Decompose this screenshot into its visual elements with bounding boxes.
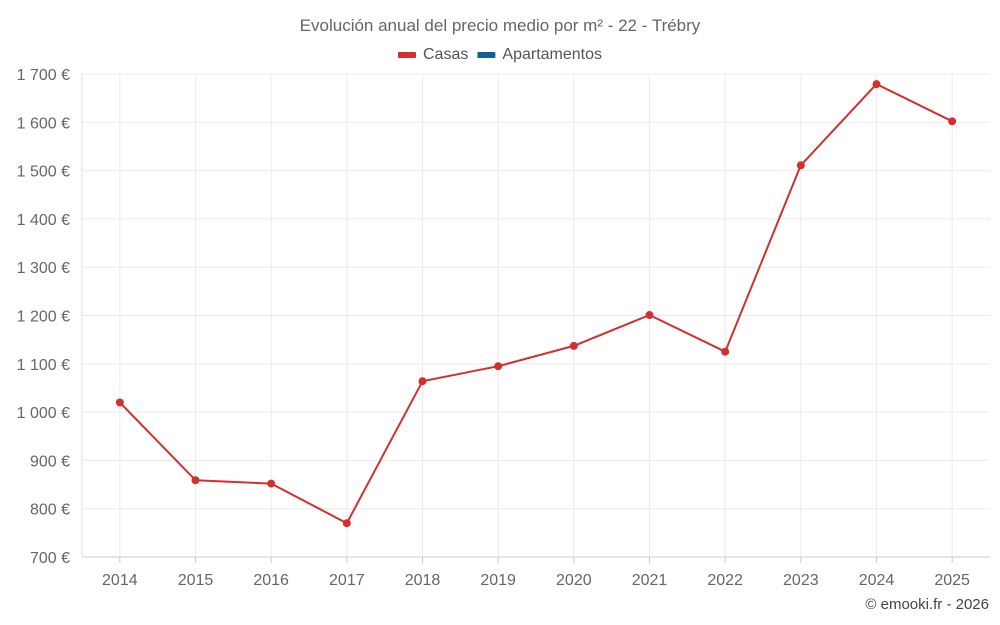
data-point[interactable] — [418, 377, 427, 386]
y-tick-label: 700 € — [30, 550, 70, 567]
x-tick-label: 2022 — [707, 572, 743, 589]
x-tick-label: 2024 — [859, 572, 895, 589]
data-point[interactable] — [342, 519, 351, 528]
y-tick-label: 1 200 € — [17, 309, 70, 326]
series-casas — [115, 80, 957, 528]
x-tick-label: 2017 — [329, 572, 365, 589]
x-tick-label: 2016 — [253, 572, 289, 589]
y-tick-label: 800 € — [30, 502, 70, 519]
data-point[interactable] — [721, 347, 730, 356]
chart-title: Evolución anual del precio medio por m² … — [300, 16, 701, 35]
y-tick-label: 1 700 € — [17, 67, 70, 84]
data-point[interactable] — [115, 398, 124, 407]
x-tick-label: 2018 — [405, 572, 441, 589]
y-tick-label: 900 € — [30, 453, 70, 470]
axes: 700 € 800 € 900 € 1 000 € 1 100 € 1 200 € 1 30… — [17, 67, 990, 589]
data-point[interactable] — [872, 80, 881, 89]
y-tick-label: 1 000 € — [17, 405, 70, 422]
y-tick-label: 1 400 € — [17, 212, 70, 229]
y-tick-label: 1 100 € — [17, 357, 70, 374]
series-layer — [115, 80, 957, 528]
legend-swatch — [477, 52, 496, 58]
x-tick-label: 2014 — [102, 572, 138, 589]
x-tick-label: 2023 — [783, 572, 819, 589]
y-tick-label: 1 500 € — [17, 164, 70, 181]
data-point[interactable] — [569, 341, 578, 350]
data-point[interactable] — [191, 476, 200, 485]
data-point[interactable] — [948, 117, 957, 126]
x-tick-label: 2021 — [632, 572, 668, 589]
y-tick-label: 1 600 € — [17, 115, 70, 132]
x-tick-label: 2015 — [178, 572, 214, 589]
credit-text: © emooki.fr - 2026 — [865, 596, 989, 613]
x-tick-label: 2025 — [934, 572, 970, 589]
x-tick-label: 2020 — [556, 572, 592, 589]
x-tick-label: 2019 — [480, 572, 516, 589]
legend-item[interactable]: Apartamentos — [477, 46, 602, 63]
data-point[interactable] — [796, 161, 805, 170]
grid — [82, 73, 990, 557]
data-point[interactable] — [645, 311, 654, 320]
series-line — [119, 83, 953, 525]
y-tick-label: 1 300 € — [17, 260, 70, 277]
legend-swatch — [398, 52, 416, 58]
legend-label: Apartamentos — [502, 46, 602, 63]
legend-item[interactable]: Casas — [398, 46, 468, 63]
legend-label: Casas — [423, 46, 468, 63]
legend[interactable]: Casas Apartamentos — [398, 46, 602, 63]
data-point[interactable] — [494, 362, 503, 371]
data-point[interactable] — [267, 479, 276, 488]
